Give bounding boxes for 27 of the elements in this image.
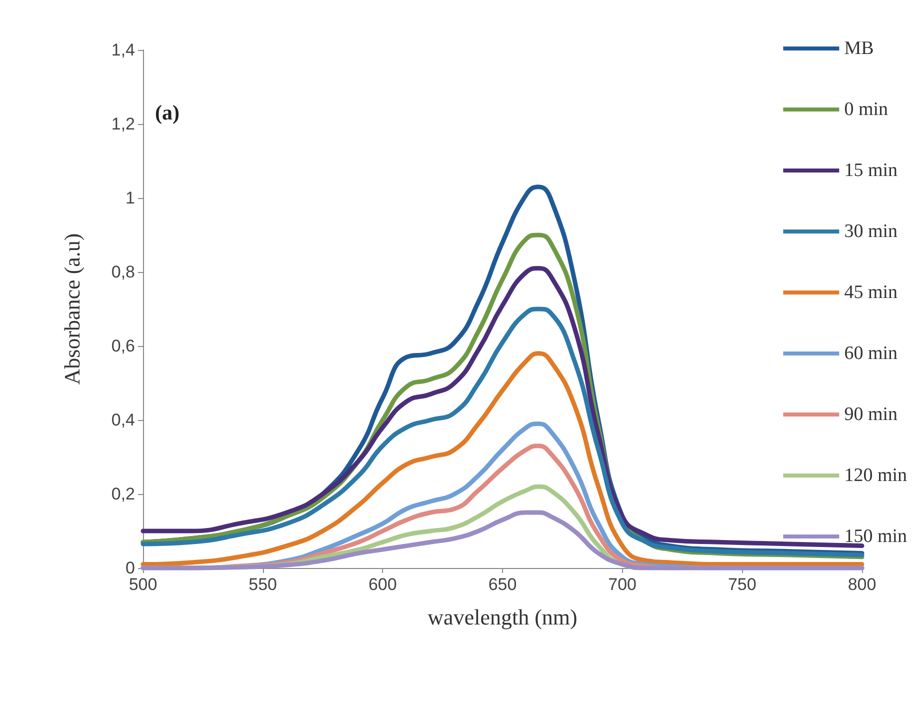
- y-tick-label: 0,4: [111, 410, 135, 430]
- y-tick-label: 1,4: [111, 40, 135, 60]
- legend-label: 0 min: [844, 99, 888, 120]
- legend-label: 150 min: [844, 526, 908, 547]
- legend-label: MB: [844, 38, 874, 59]
- legend-label: 45 min: [844, 282, 898, 303]
- legend-label: 30 min: [844, 221, 898, 242]
- annotation: (a): [155, 100, 180, 124]
- y-tick-label: 1: [126, 188, 135, 208]
- y-axis-title: Absorbance (a.u): [60, 233, 84, 385]
- x-tick-label: 650: [488, 575, 517, 594]
- legend-label: 60 min: [844, 343, 898, 364]
- y-tick-label: 0,6: [111, 336, 135, 356]
- legend-label: 90 min: [844, 404, 898, 425]
- legend-label: 15 min: [844, 160, 898, 181]
- legend-label: 120 min: [844, 465, 908, 486]
- x-tick-label: 750: [728, 575, 756, 594]
- x-tick-label: 550: [248, 575, 278, 594]
- x-tick-label: 700: [608, 575, 637, 594]
- y-tick-label: 1,2: [111, 114, 135, 134]
- y-tick-label: 0: [126, 558, 135, 578]
- x-tick-label: 800: [848, 575, 876, 594]
- x-axis-title: wavelength (nm): [428, 604, 578, 630]
- y-tick-label: 0,2: [111, 484, 135, 504]
- y-tick-label: 0,8: [111, 262, 135, 282]
- x-tick-label: 500: [128, 575, 158, 594]
- x-tick-label: 600: [368, 575, 397, 594]
